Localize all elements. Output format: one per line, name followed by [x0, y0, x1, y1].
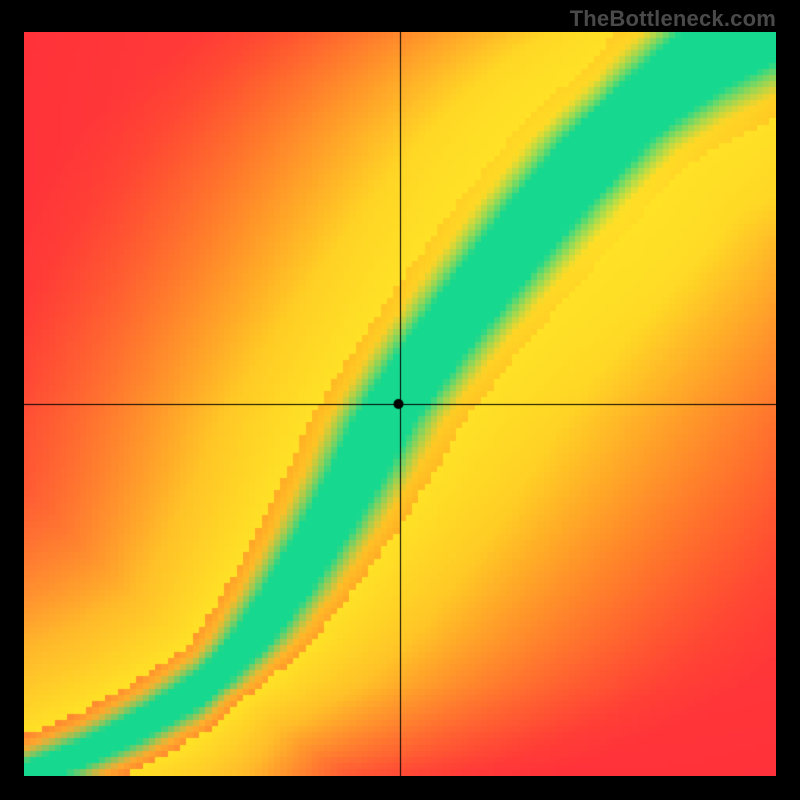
chart-frame: TheBottleneck.com: [0, 0, 800, 800]
watermark-text: TheBottleneck.com: [570, 6, 776, 32]
bottleneck-heatmap-canvas: [24, 32, 776, 776]
